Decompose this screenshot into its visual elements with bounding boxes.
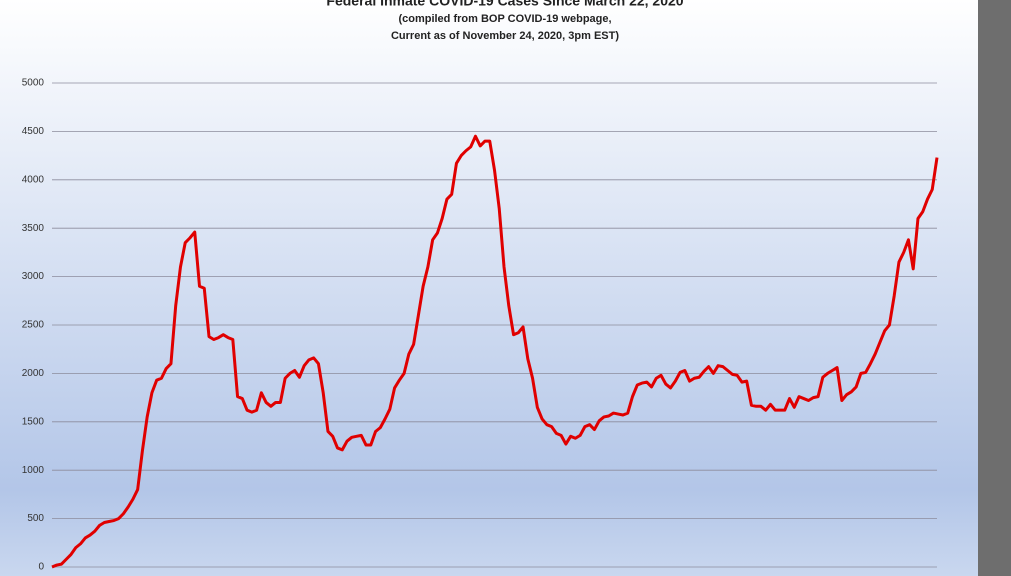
y-tick-label: 3000 (22, 271, 45, 282)
y-tick-label: 4000 (22, 174, 45, 185)
y-tick-label: 0 (38, 562, 44, 573)
y-tick-label: 2500 (22, 320, 45, 331)
chart-title: Federal Inmate COVID-19 Cases Since Marc… (326, 0, 683, 9)
y-tick-label: 2000 (22, 368, 45, 379)
y-tick-label: 4500 (22, 126, 45, 137)
chart-subtitle: (compiled from BOP COVID-19 webpage, (398, 13, 611, 25)
chart-background (0, 0, 978, 576)
y-tick-label: 5000 (22, 78, 45, 89)
y-tick-label: 500 (27, 513, 44, 524)
chart-subtitle: Current as of November 24, 2020, 3pm EST… (391, 30, 619, 42)
y-tick-label: 1000 (22, 465, 45, 476)
y-tick-label: 3500 (22, 223, 45, 234)
y-tick-label: 1500 (22, 416, 45, 427)
data-line (51, 134, 939, 569)
